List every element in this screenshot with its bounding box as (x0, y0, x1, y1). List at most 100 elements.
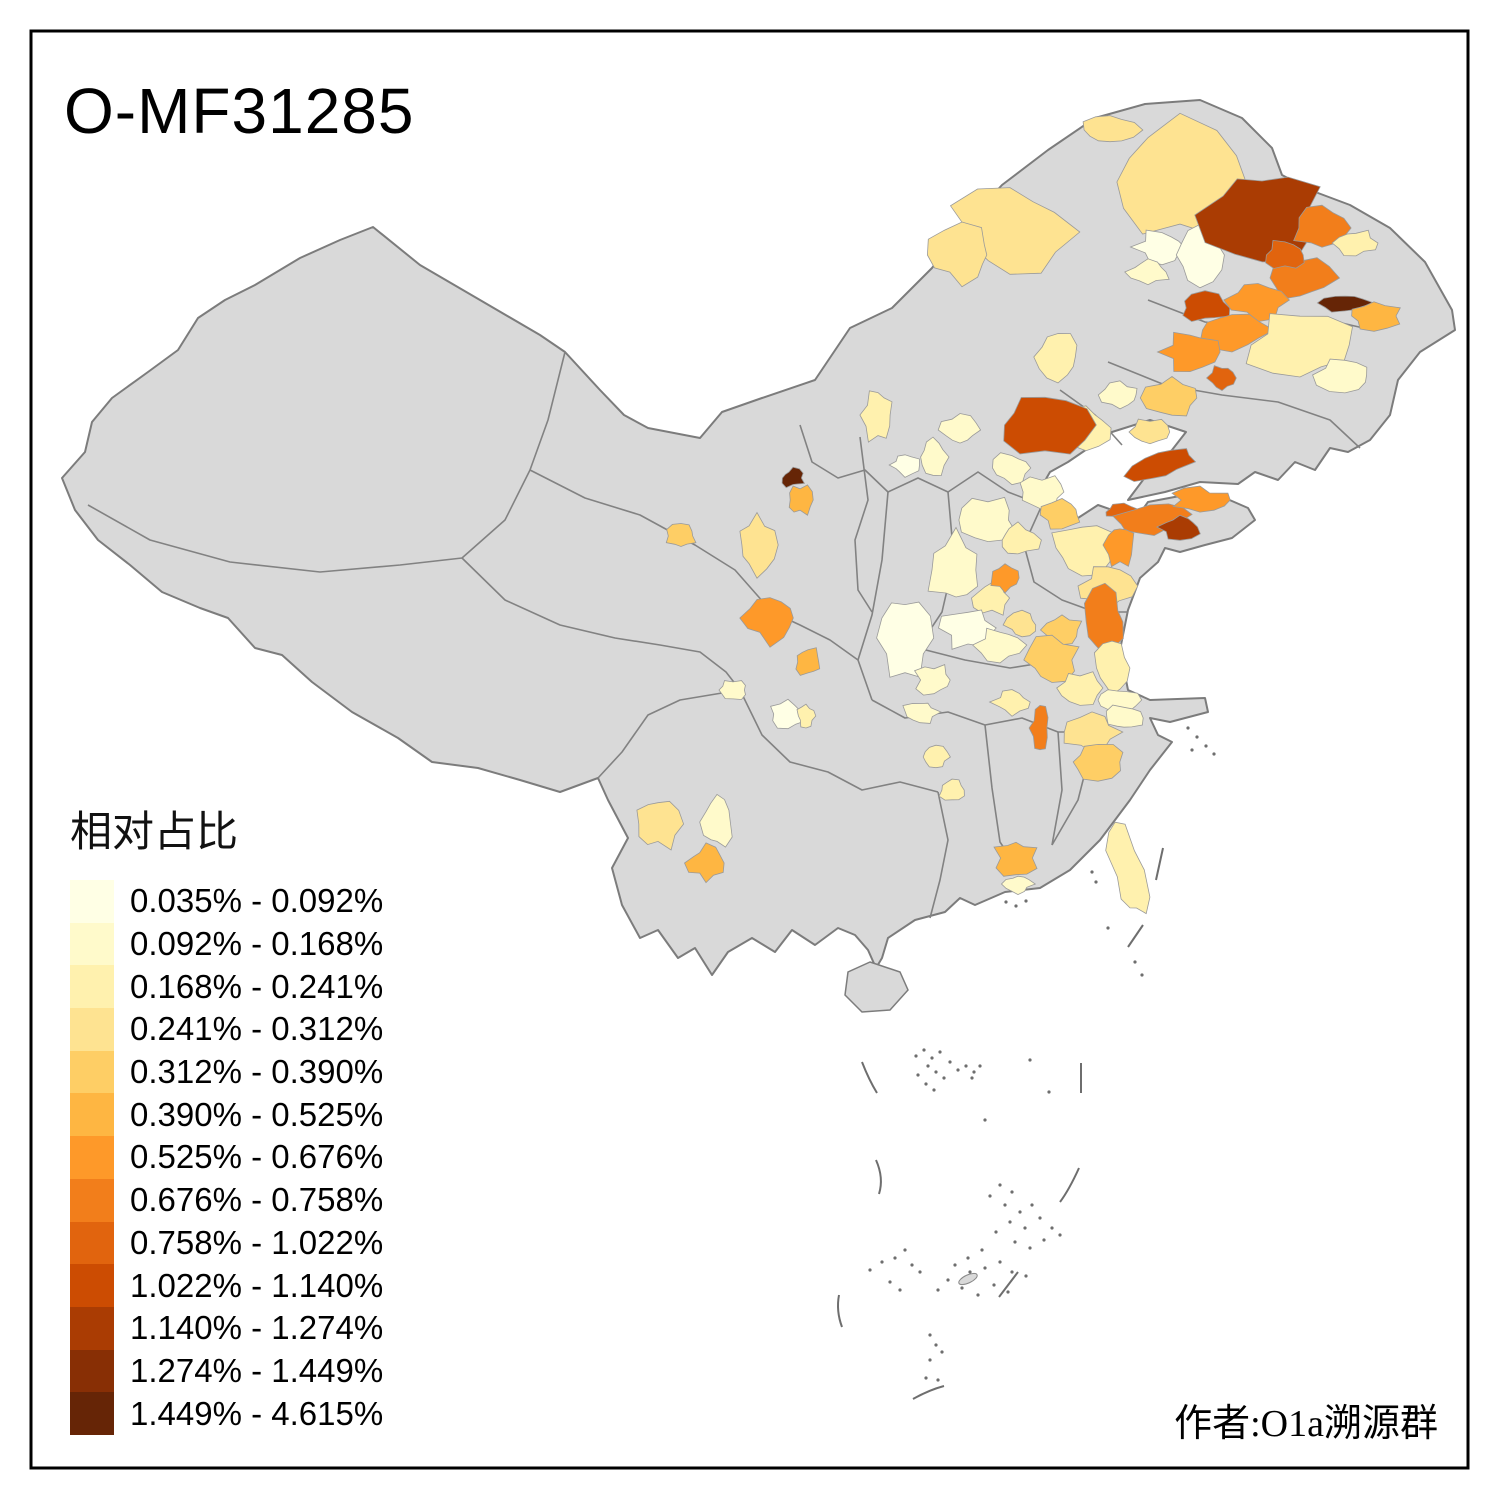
legend-swatch (70, 922, 114, 966)
map-region (888, 454, 920, 478)
legend-row: 1.274% - 1.449% (70, 1349, 383, 1393)
island-dot (966, 1256, 970, 1260)
legend-label: 0.312% - 0.390% (130, 1053, 384, 1091)
map-region (1124, 258, 1170, 286)
island-dot (964, 1064, 968, 1068)
island-dot (1024, 899, 1028, 903)
island-dot (1006, 1290, 1010, 1294)
map-region (1351, 301, 1401, 332)
island-dot (980, 1248, 984, 1252)
legend-rows: 0.035% - 0.092% 0.092% - 0.168% 0.168% - 0… (70, 880, 383, 1435)
map-region (1331, 229, 1379, 257)
island-dot (1190, 748, 1194, 752)
island-dot (932, 1088, 936, 1092)
legend-swatch (70, 1349, 114, 1393)
map-region (1093, 640, 1131, 696)
legend-swatch (70, 965, 114, 1009)
island-dot (1047, 1090, 1051, 1094)
island-dot (1058, 1233, 1062, 1237)
island-dot (916, 1073, 920, 1077)
island-dot (1090, 870, 1094, 874)
map-region (788, 484, 814, 516)
island-dot (1030, 1203, 1034, 1207)
island-dot (1212, 752, 1216, 756)
legend-label: 0.035% - 0.092% (130, 882, 384, 920)
island-dot (1013, 1240, 1017, 1244)
map-region (1072, 743, 1124, 782)
island-dot (930, 1056, 934, 1060)
island-dot (1010, 1190, 1014, 1194)
island-dot (926, 1064, 930, 1068)
map-region (1171, 485, 1231, 513)
legend-row: 0.035% - 0.092% (70, 880, 383, 923)
island-dot (1004, 900, 1008, 904)
boundary-dash (998, 1271, 1019, 1298)
island-dot (888, 1280, 892, 1284)
island-dot (992, 1283, 996, 1287)
boundary-dash (837, 1294, 843, 1328)
legend-swatch (70, 1178, 114, 1222)
map-region (1156, 331, 1221, 373)
map-region (1056, 671, 1104, 706)
island-dot (1204, 744, 1208, 748)
island-dot (938, 1050, 942, 1054)
map-region (922, 744, 951, 769)
island-dot (978, 1064, 982, 1068)
island-dot (1024, 1274, 1028, 1278)
legend-row: 0.676% - 0.758% (70, 1178, 383, 1222)
island-dot (983, 1118, 987, 1122)
legend-swatch (70, 1093, 114, 1137)
map-region (1102, 528, 1135, 568)
map-region (1139, 376, 1198, 417)
legend-label: 0.525% - 0.676% (130, 1138, 384, 1176)
legend-label: 0.168% - 0.241% (130, 967, 384, 1005)
legend-title: 相对占比 (70, 810, 239, 856)
legend-row: 0.525% - 0.676% (70, 1136, 383, 1179)
island-dot (953, 1263, 957, 1267)
island-dot (903, 1248, 907, 1252)
legend-row: 1.022% - 1.140% (70, 1264, 383, 1307)
legend-label: 0.390% - 0.525% (130, 1095, 384, 1133)
map-region (926, 221, 988, 288)
map-region (739, 597, 794, 648)
legend-swatch (70, 1264, 114, 1307)
legend-swatch (70, 1392, 114, 1435)
legend-row: 0.312% - 0.390% (70, 1050, 384, 1094)
map-region (937, 413, 982, 444)
map-region (902, 702, 942, 724)
map-region (1097, 380, 1138, 410)
map-region (665, 523, 697, 547)
map-region (1245, 313, 1353, 378)
map-region (1000, 875, 1037, 896)
island-dot (1018, 1210, 1022, 1214)
island-dot (1014, 904, 1018, 908)
map-region (938, 778, 965, 801)
legend-row: 0.168% - 0.241% (70, 965, 384, 1009)
island-dot (1028, 1058, 1032, 1062)
legend-swatch (70, 1008, 114, 1051)
boundary-dash (861, 1061, 878, 1094)
map-region (1269, 257, 1341, 300)
map-region (1003, 396, 1097, 455)
island-dot (893, 1256, 897, 1260)
island-dot (928, 1358, 932, 1362)
island-dot (988, 1194, 992, 1198)
island-dot (1008, 1220, 1012, 1224)
map-region (1039, 498, 1081, 530)
boundary-dash (1155, 847, 1164, 881)
island-dot (1140, 973, 1144, 977)
island-dot (1028, 1246, 1032, 1250)
hainan-island (844, 961, 909, 1013)
island-dot (1186, 726, 1190, 730)
legend-swatch (70, 1136, 114, 1179)
south-china-sea-marks (837, 726, 1216, 1400)
island-dot (922, 1048, 926, 1052)
plot-frame (29, 29, 1470, 1470)
island-dot (1094, 880, 1098, 884)
legend-label: 0.758% - 1.022% (130, 1223, 384, 1261)
legend-label: 0.241% - 0.312% (130, 1010, 384, 1048)
sea-islet (958, 1272, 978, 1286)
island-dot (1050, 1226, 1054, 1230)
boundary-dash (912, 1385, 945, 1400)
island-dot (1023, 1226, 1027, 1230)
